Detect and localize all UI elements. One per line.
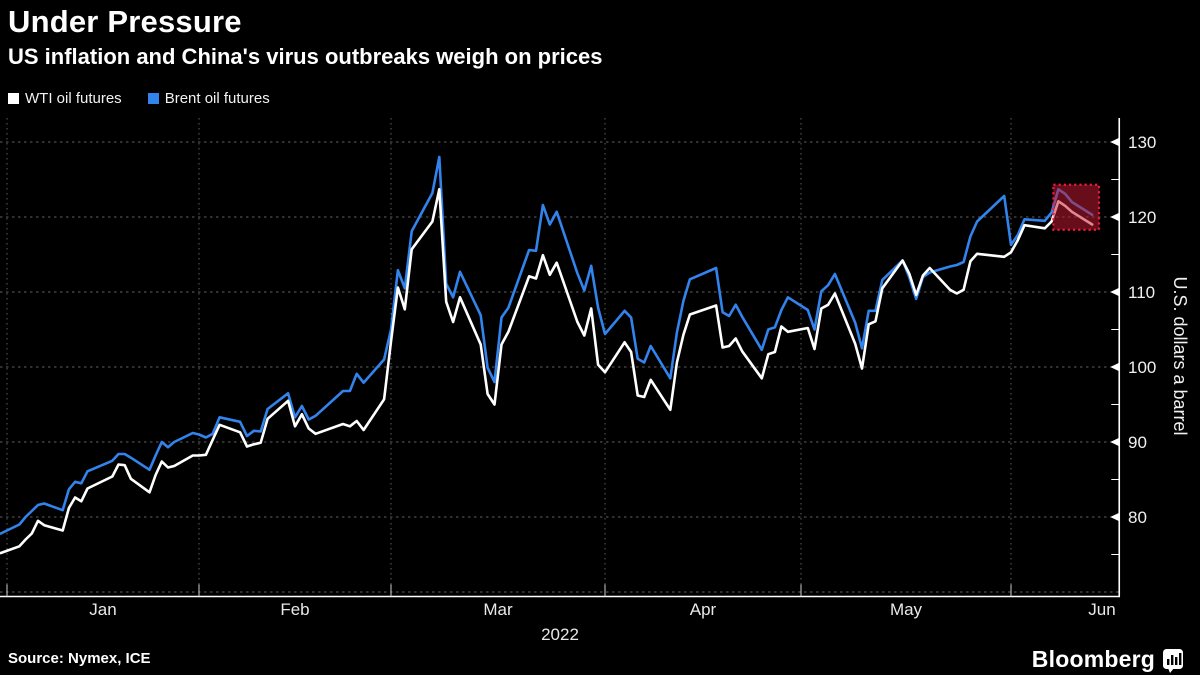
y-tick-label: 110	[1128, 283, 1155, 302]
y-major-tick	[1110, 512, 1120, 522]
wti-legend-swatch	[8, 93, 19, 104]
bloomberg-logo: Bloomberg	[1032, 646, 1184, 673]
y-major-tick	[1110, 137, 1120, 147]
y-tick-label: 130	[1128, 133, 1156, 152]
y-axis-title: U.S. dollars a barrel	[1170, 276, 1190, 435]
bloomberg-wordmark: Bloomberg	[1031, 646, 1155, 672]
x-tick-label: Jun	[1088, 600, 1115, 619]
x-tick-label: Jan	[89, 600, 116, 619]
y-major-tick	[1110, 362, 1120, 372]
x-tick-label: Mar	[483, 600, 513, 619]
y-major-tick	[1110, 212, 1120, 222]
brent-legend-label: Brent oil futures	[164, 90, 270, 107]
y-major-tick	[1110, 287, 1120, 297]
highlight-box	[1052, 183, 1101, 231]
brent-legend-swatch	[147, 93, 159, 104]
brent-line	[0, 155, 1094, 535]
x-axis-year-label: 2022	[541, 625, 579, 644]
wti-legend-label: WTI oil futures	[25, 90, 122, 107]
page-title: Under Pressure	[8, 4, 242, 39]
y-tick-label: 100	[1128, 358, 1156, 377]
y-tick-label: 90	[1128, 433, 1147, 452]
price-line-chart: 80 90 100 110 120 130 Jan Feb Mar Apr May Jun 2022 U.…	[0, 118, 1190, 644]
wti-line	[0, 188, 1094, 555]
bloomberg-chart-bubble-icon	[1163, 648, 1183, 673]
x-tick-label: May	[890, 600, 923, 619]
legend: WTI oil futures Brent oil futures	[8, 90, 270, 107]
source-note: Source: Nymex, ICE	[8, 650, 151, 667]
y-tick-label: 120	[1128, 208, 1156, 227]
legend-item-wti: WTI oil futures	[8, 90, 122, 107]
x-tick-label: Feb	[280, 600, 309, 619]
y-major-tick	[1110, 437, 1120, 447]
x-tick-label: Apr	[690, 600, 717, 619]
legend-item-brent: Brent oil futures	[147, 90, 270, 107]
y-tick-label: 80	[1128, 508, 1147, 527]
page-subtitle: US inflation and China's virus outbreaks…	[8, 44, 603, 69]
